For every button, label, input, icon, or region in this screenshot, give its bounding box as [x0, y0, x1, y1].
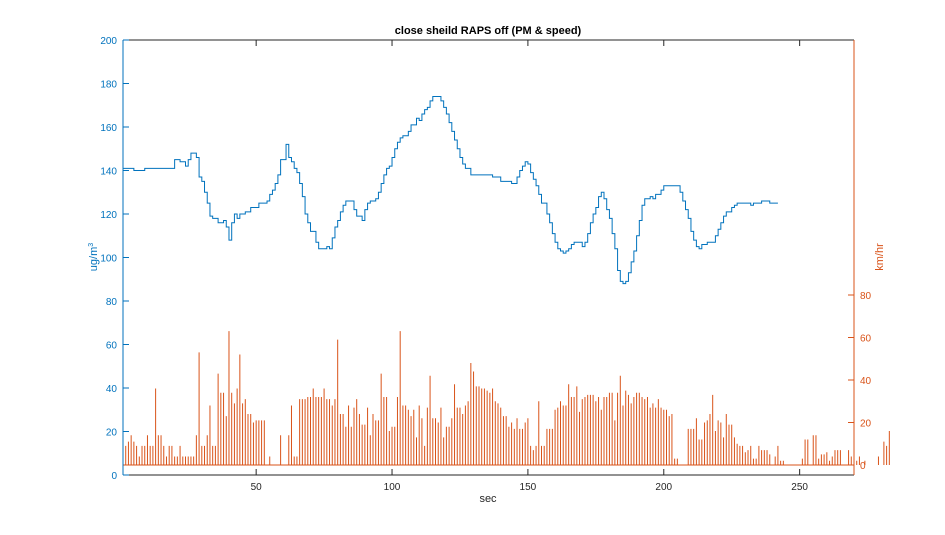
right-tick-label: 20 — [860, 419, 872, 430]
x-tick-label: 150 — [520, 482, 537, 493]
chart-title: close sheild RAPS off (PM & speed) — [395, 25, 582, 37]
left-tick-label: 60 — [106, 341, 118, 352]
left-tick-label: 100 — [100, 254, 117, 265]
pm-series-line — [123, 96, 778, 285]
right-tick-label: 80 — [860, 291, 872, 302]
x-tick-label: 100 — [384, 482, 401, 493]
right-axis-label: km/hr — [874, 243, 886, 271]
plot-frame — [122, 39, 855, 476]
right-tick-label: 0 — [860, 461, 866, 472]
left-axis-label-sup: 3 — [88, 243, 95, 247]
left-axis-label: ug/m3 — [88, 243, 100, 271]
x-tick-label: 250 — [791, 482, 808, 493]
left-tick-label: 160 — [100, 123, 117, 134]
left-tick-label: 200 — [100, 36, 117, 47]
left-tick-label: 40 — [106, 384, 118, 395]
left-tick-label: 140 — [100, 167, 117, 178]
x-axis-label: sec — [479, 493, 497, 505]
x-tick-label: 50 — [251, 482, 263, 493]
right-tick-label: 60 — [860, 334, 872, 345]
left-tick-label: 80 — [106, 297, 118, 308]
x-tick-label: 200 — [655, 482, 672, 493]
left-tick-label: 180 — [100, 80, 117, 91]
right-axis: 0 20 40 60 80 — [848, 291, 872, 472]
left-tick-label: 20 — [106, 428, 118, 439]
right-tick-label: 40 — [860, 376, 872, 387]
x-axis: 50 100 150 200 250 — [251, 40, 808, 493]
left-tick-label: 120 — [100, 210, 117, 221]
left-tick-label: 0 — [111, 471, 117, 482]
left-axis-label-base: ug/m — [88, 247, 100, 271]
left-axis: 0 20 40 60 80 100 120 140 160 180 200 — [100, 36, 129, 482]
speed-series-bars — [123, 331, 890, 466]
